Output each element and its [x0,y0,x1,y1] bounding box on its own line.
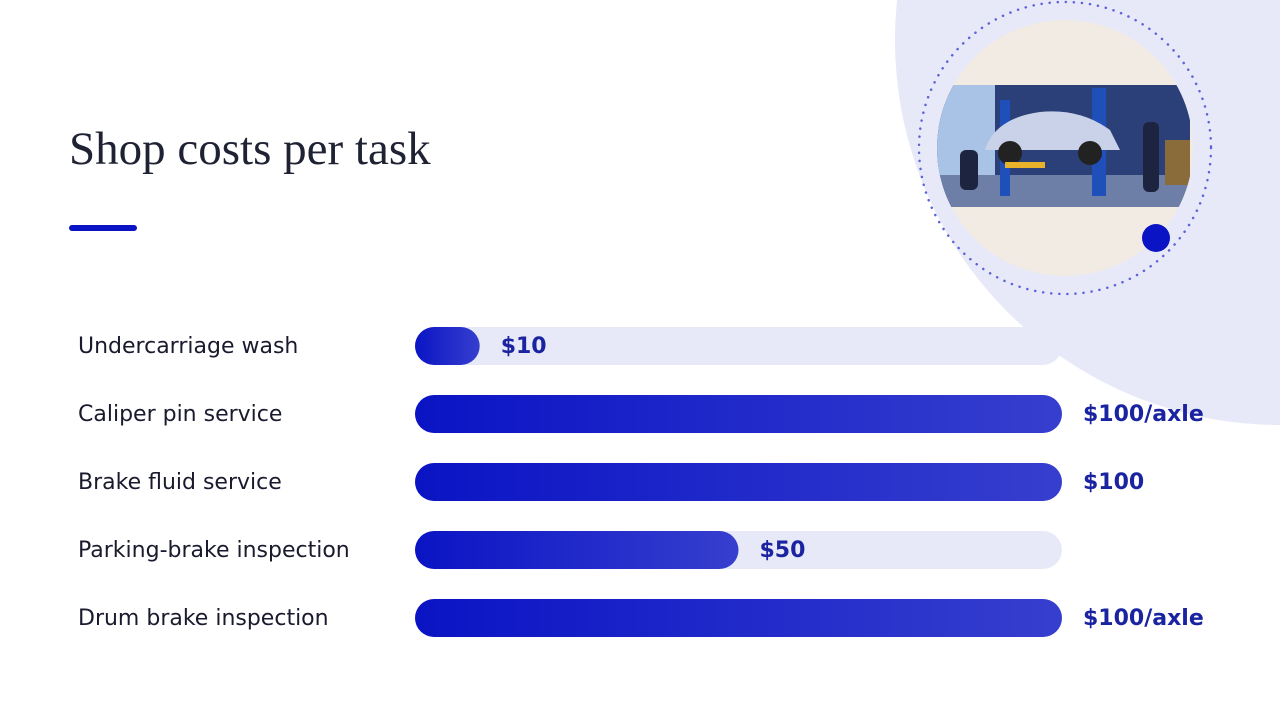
value-label: $100/axle [1083,402,1204,427]
value-label: $100/axle [1083,606,1204,631]
category-label: Brake fluid service [78,470,282,495]
chart-title: Shop costs per task [69,123,431,175]
category-label: Caliper pin service [78,402,282,427]
title-underline [69,225,137,231]
bar [415,327,480,365]
garage-illustration [937,85,1190,207]
category-label: Parking-brake inspection [78,538,350,563]
bar [415,395,1062,433]
dotted-ring [917,0,1213,296]
category-label: Drum brake inspection [78,606,329,631]
bar [415,531,739,569]
bar [415,599,1062,637]
value-label: $50 [760,538,806,563]
bar [415,463,1062,501]
category-label: Undercarriage wash [78,334,298,359]
value-label: $100 [1083,470,1144,495]
value-label: $10 [501,334,547,359]
decor-dot [1142,224,1170,252]
bar-track [415,327,1062,365]
